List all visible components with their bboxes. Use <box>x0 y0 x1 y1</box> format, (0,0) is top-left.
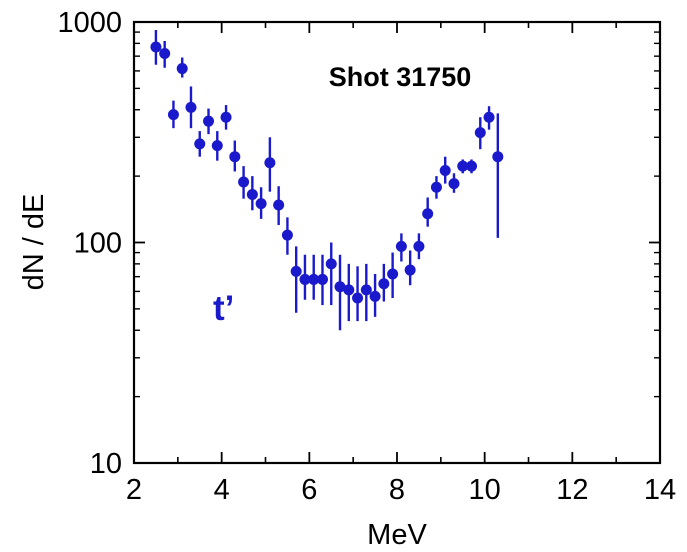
data-marks <box>150 29 504 331</box>
data-point <box>395 240 407 252</box>
data-point <box>343 284 355 296</box>
data-point <box>413 240 425 252</box>
data-point <box>150 41 162 53</box>
plot-frame <box>132 20 662 465</box>
data-point <box>159 47 171 59</box>
data-point <box>273 199 285 211</box>
axis-tick-labels: 2 4 6 8 10 12 14 10 100 1000 <box>57 7 676 506</box>
data-point <box>483 111 495 123</box>
x-tick-label: 4 <box>214 474 230 506</box>
data-point <box>360 284 372 296</box>
y-tick-label: 100 <box>74 228 122 260</box>
data-point <box>439 165 451 177</box>
y-tick-label: 10 <box>90 448 122 480</box>
data-point <box>299 273 311 285</box>
data-point <box>492 151 504 163</box>
data-point <box>211 140 223 152</box>
data-point <box>325 258 337 270</box>
data-point <box>378 278 390 290</box>
data-point <box>474 127 486 139</box>
data-point <box>387 268 399 280</box>
data-point <box>422 208 434 220</box>
data-point <box>448 178 460 190</box>
x-tick-label: 6 <box>301 474 317 506</box>
data-point <box>185 101 197 113</box>
data-point <box>404 264 416 276</box>
data-point <box>334 281 346 293</box>
data-point <box>369 290 381 302</box>
x-tick-label: 10 <box>469 474 501 506</box>
data-point <box>176 63 188 75</box>
data-point <box>167 109 179 121</box>
annotation-shot: Shot 31750 <box>329 62 472 92</box>
x-tick-label: 14 <box>644 474 676 506</box>
data-point <box>255 198 267 210</box>
data-point <box>203 115 215 127</box>
x-tick-label: 2 <box>126 474 142 506</box>
data-point <box>466 160 478 172</box>
data-point <box>352 292 364 304</box>
data-point <box>316 273 328 285</box>
data-point <box>308 273 320 285</box>
x-tick-label: 12 <box>556 474 588 506</box>
data-point <box>457 160 469 172</box>
data-point <box>246 189 258 201</box>
y-axis-label: dN / dE <box>18 194 50 291</box>
data-point <box>238 176 250 188</box>
data-point <box>229 151 241 163</box>
data-point <box>281 229 293 241</box>
y-tick-label: 1000 <box>57 7 122 39</box>
data-point <box>264 157 276 169</box>
x-axis-label: MeV <box>367 519 427 551</box>
data-point <box>430 181 442 193</box>
data-point <box>194 138 206 150</box>
data-point <box>220 111 232 123</box>
x-tick-label: 8 <box>389 474 405 506</box>
data-point <box>290 265 302 277</box>
annotation-particle: t’ <box>213 289 234 328</box>
